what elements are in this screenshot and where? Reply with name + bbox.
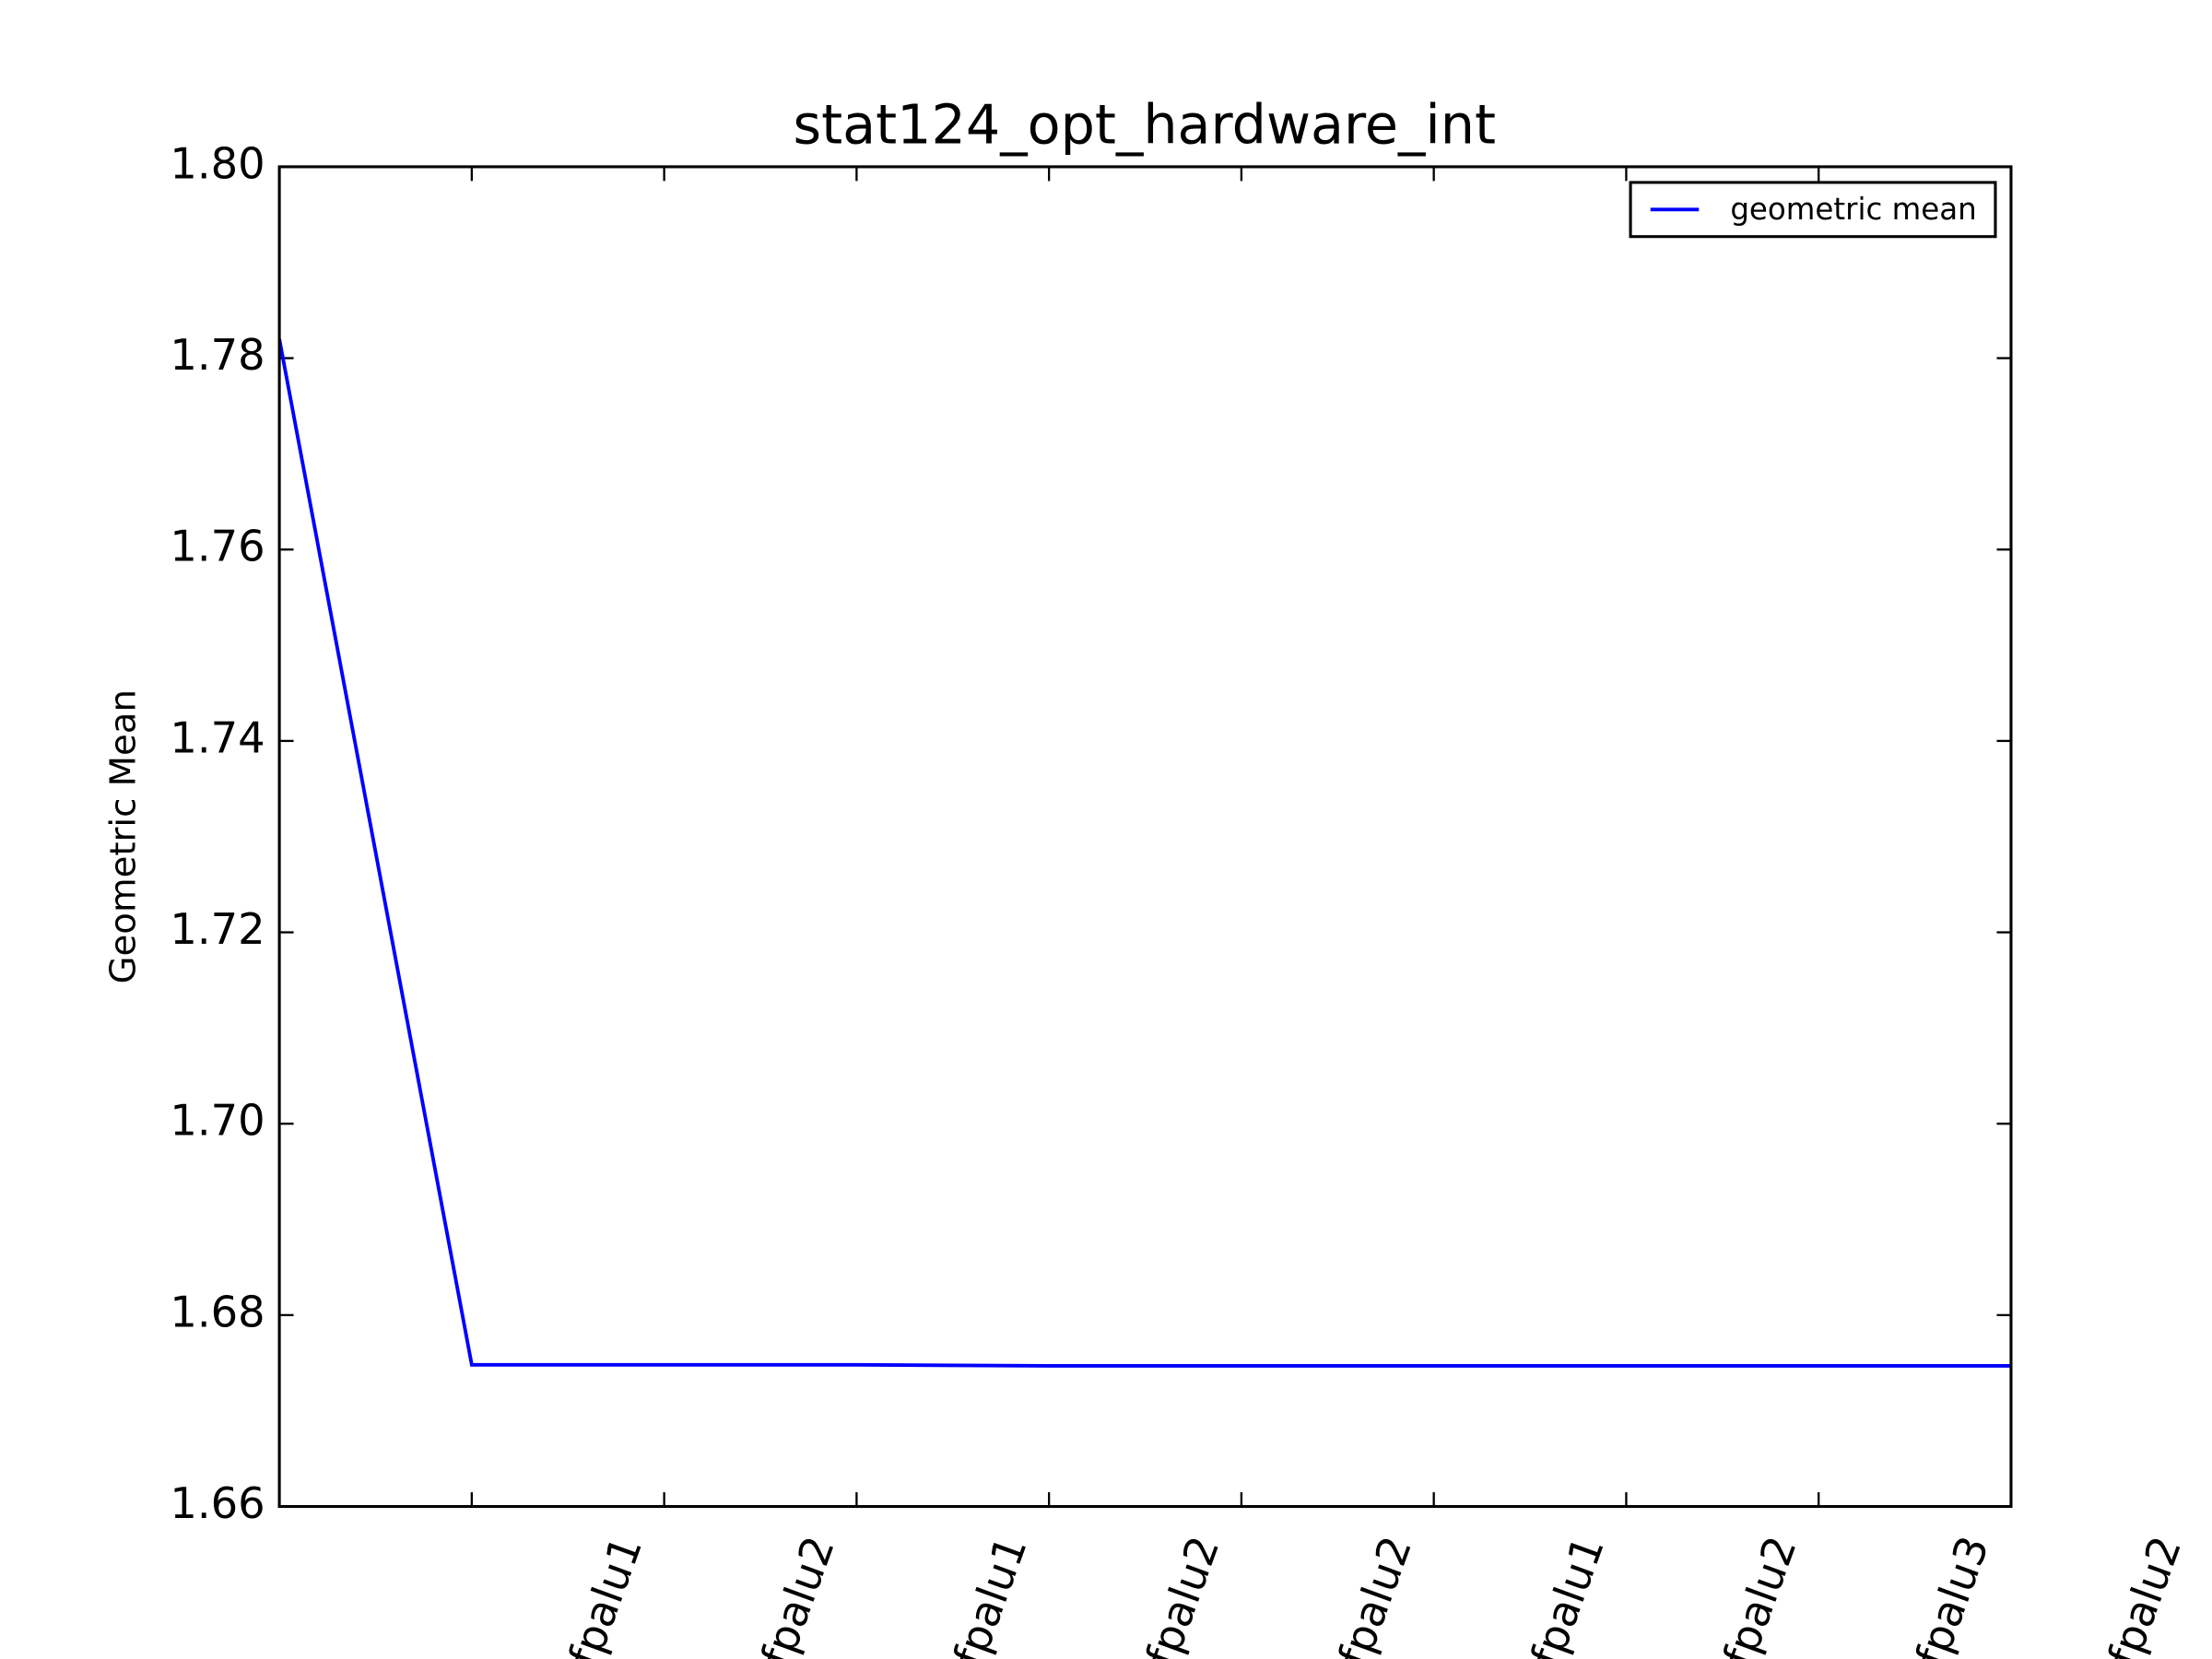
x-tick-label: sfpalu1 — [551, 1530, 652, 1659]
y-tick-label: 1.66 — [170, 1478, 265, 1528]
x-tick-label: sfpalu2 — [1706, 1530, 1806, 1659]
x-tick-label: sfpalu1 — [1513, 1530, 1614, 1659]
x-tick-label: sfpalu2 — [1128, 1530, 1229, 1659]
y-tick-label: 1.74 — [170, 712, 265, 762]
y-tick-label: 1.76 — [170, 522, 265, 571]
x-tick-label: sfpalu1 — [936, 1530, 1037, 1659]
y-tick-label: 1.78 — [170, 330, 265, 380]
y-axis-label: Geometric Mean — [103, 689, 145, 983]
y-tick-label: 1.72 — [170, 904, 265, 954]
x-tick-label: sfpalu2 — [1321, 1530, 1421, 1659]
data-line — [279, 338, 2011, 1368]
x-tick-label: sfpalu2 — [744, 1530, 844, 1659]
legend-label: geometric mean — [1730, 192, 1976, 227]
plot-frame — [277, 165, 2013, 1509]
y-tick-label: 1.68 — [170, 1287, 265, 1336]
x-tick-label: sfpalu2 — [2090, 1530, 2191, 1659]
x-tick-label: sfpalu3 — [1899, 1530, 1999, 1659]
y-tick-label: 1.80 — [170, 138, 265, 188]
chart-title: stat124_opt_hardware_int — [793, 92, 1496, 156]
y-tick-label: 1.70 — [170, 1096, 265, 1146]
